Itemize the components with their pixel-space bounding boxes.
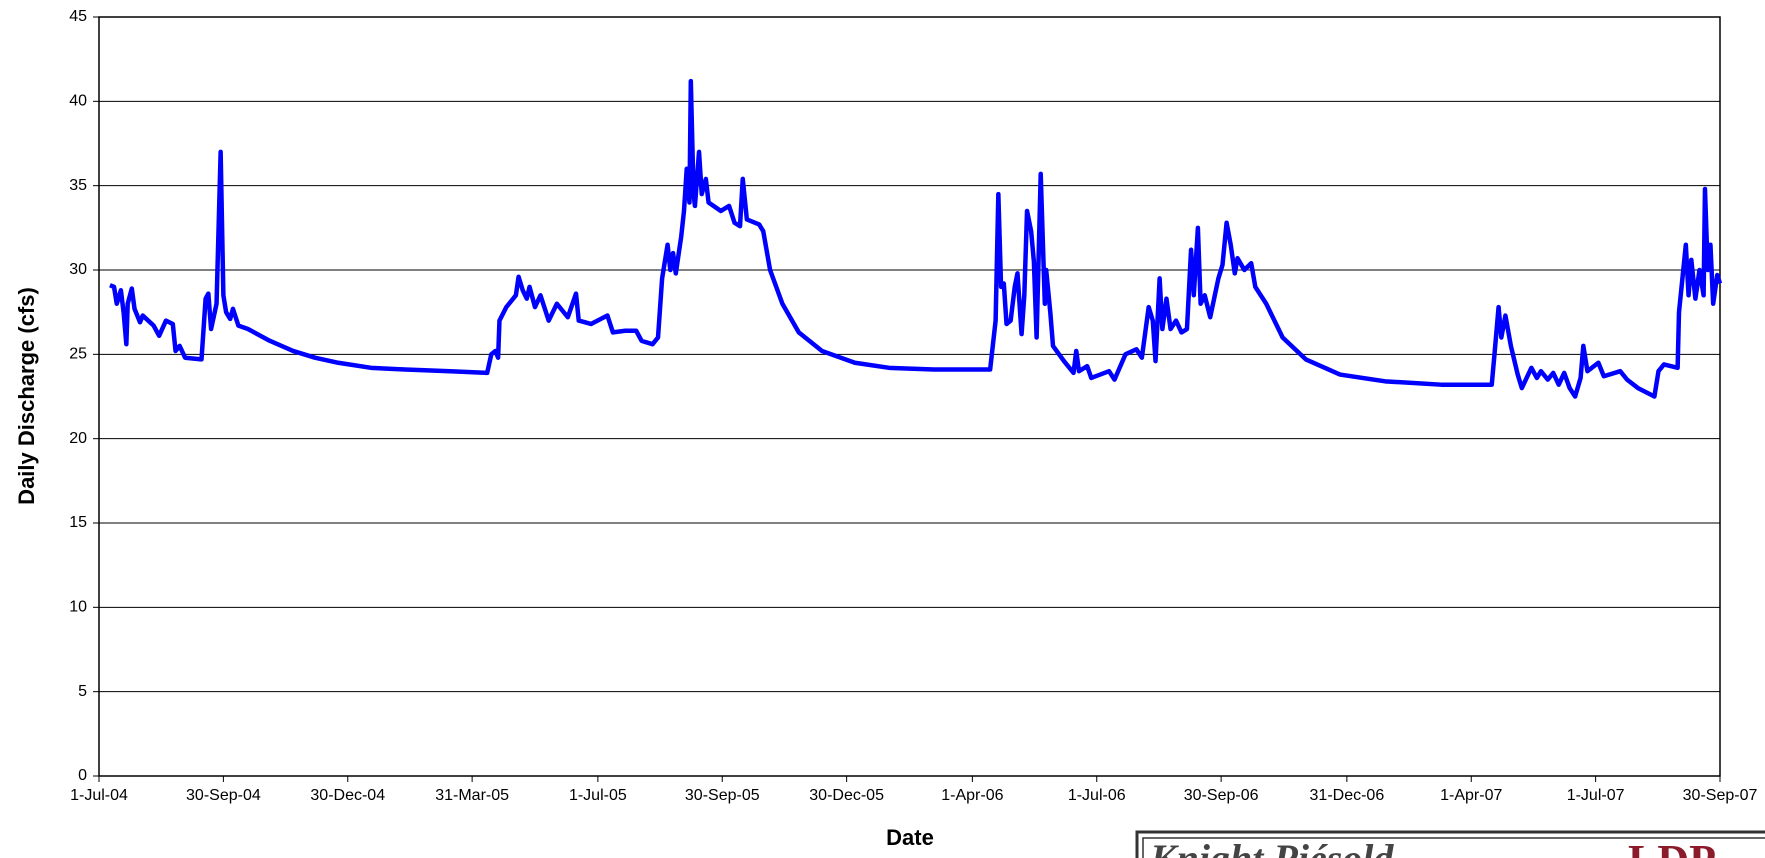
y-tick-label: 10 xyxy=(69,599,87,616)
data-line xyxy=(109,78,1723,399)
y-tick-label: 15 xyxy=(69,514,87,531)
x-axis-title: Date xyxy=(886,825,934,850)
logo-mark: LDP xyxy=(1628,836,1716,858)
y-tick-label: 20 xyxy=(69,430,87,447)
y-tick-label: 30 xyxy=(69,261,87,278)
x-tick-label: 1-Jul-05 xyxy=(569,787,627,804)
x-tick-label: 30-Sep-06 xyxy=(1184,787,1259,804)
x-tick-label: 30-Sep-04 xyxy=(186,787,261,804)
x-tick-label: 1-Jul-06 xyxy=(1068,787,1126,804)
x-tick-label: 1-Apr-06 xyxy=(941,787,1003,804)
y-tick-label: 40 xyxy=(69,93,87,110)
y-tick-label: 45 xyxy=(69,8,87,25)
x-tick-label: 30-Sep-07 xyxy=(1683,787,1758,804)
y-tick-label: 5 xyxy=(78,683,87,700)
logo-box xyxy=(1135,830,1765,858)
x-tick-label: 30-Dec-05 xyxy=(809,787,884,804)
x-tick-label: 30-Sep-05 xyxy=(685,787,760,804)
x-tick-label: 30-Dec-04 xyxy=(310,787,385,804)
logo: Knight Piésold LDP xyxy=(1135,830,1765,858)
x-tick-label: 31-Dec-06 xyxy=(1310,787,1385,804)
y-axis-title: Daily Discharge (cfs) xyxy=(14,287,39,505)
y-tick-label: 35 xyxy=(69,177,87,194)
y-tick-label: 0 xyxy=(78,767,87,784)
y-tick-label: 25 xyxy=(69,346,87,363)
logo-text: Knight Piésold xyxy=(1149,836,1394,858)
x-tick-label: 1-Apr-07 xyxy=(1440,787,1502,804)
x-tick-label: 1-Jul-04 xyxy=(70,787,128,804)
logo-box-inner xyxy=(1142,837,1765,858)
x-tick-label: 1-Jul-07 xyxy=(1567,787,1625,804)
plot-frame xyxy=(98,16,1721,777)
x-tick-label: 31-Mar-05 xyxy=(435,787,509,804)
